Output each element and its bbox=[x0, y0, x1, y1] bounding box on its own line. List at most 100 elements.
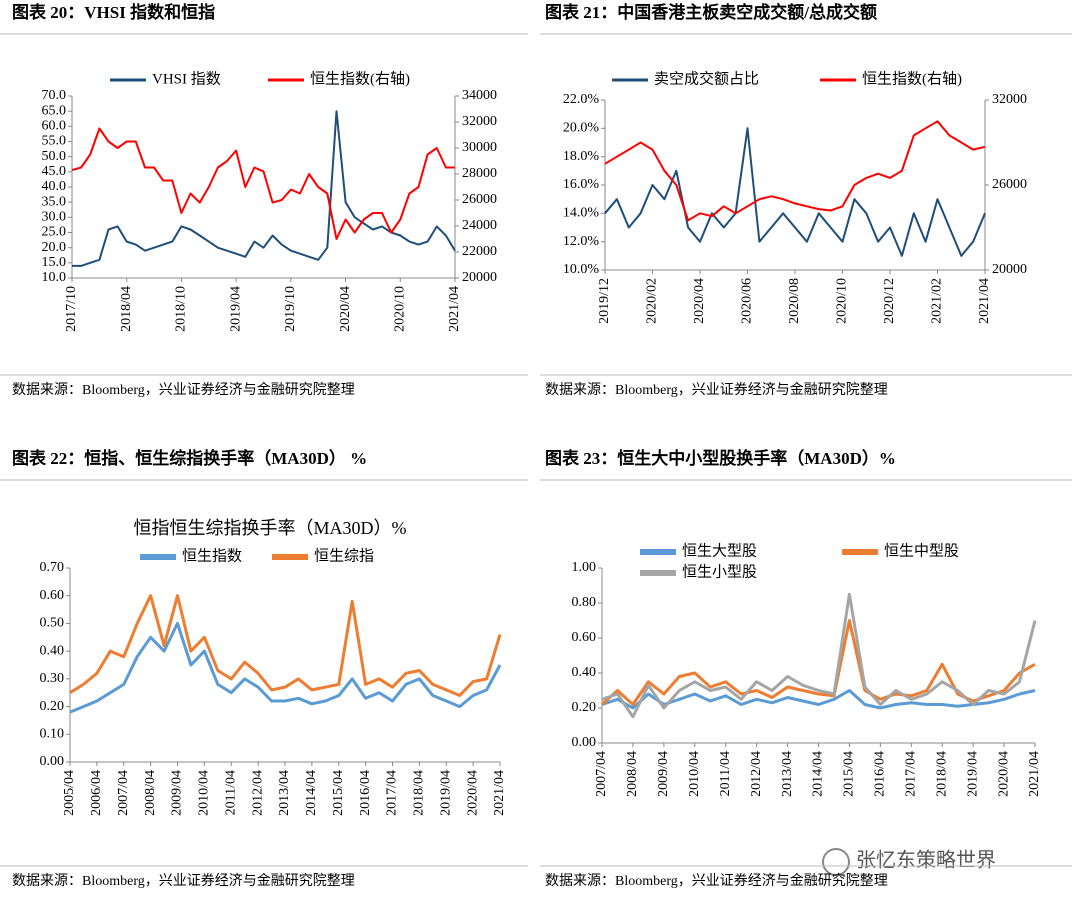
y2-tick-label: 22000 bbox=[462, 244, 497, 259]
x-tick-label: 2014/04 bbox=[811, 751, 826, 797]
y-tick-label: 70.0 bbox=[42, 88, 67, 103]
watermark-text: 张忆东策略世界 bbox=[856, 849, 996, 872]
x-tick-label: 2019/10 bbox=[283, 286, 298, 332]
y-tick-label: 18.0% bbox=[563, 149, 600, 164]
y-tick-label: 0.60 bbox=[572, 630, 597, 645]
legend-label: VHSI 指数 bbox=[152, 70, 221, 87]
legend-label: 恒生小型股 bbox=[682, 563, 757, 580]
x-tick-label: 2021/04 bbox=[1027, 751, 1042, 797]
x-tick-label: 2017/04 bbox=[904, 751, 919, 797]
y-tick-label: 40.0 bbox=[42, 179, 67, 194]
x-tick-label: 2018/10 bbox=[174, 286, 189, 332]
x-tick-label: 2017/04 bbox=[385, 770, 400, 816]
y2-tick-label: 26000 bbox=[462, 192, 497, 207]
legend-label: 恒生指数 bbox=[182, 547, 242, 564]
y-tick-label: 0.20 bbox=[40, 699, 65, 714]
series-line bbox=[69, 594, 502, 697]
source: 数据来源：Bloomberg，兴业证券经济与金融研究院整理 bbox=[545, 382, 888, 398]
x-tick-label: 2007/04 bbox=[594, 751, 609, 797]
legend-label: 恒生中型股 bbox=[884, 542, 959, 559]
source: 数据来源：Bloomberg，兴业证券经济与金融研究院整理 bbox=[12, 382, 355, 398]
x-tick-label: 2012/04 bbox=[749, 751, 764, 797]
y-tick-label: 10.0% bbox=[563, 262, 600, 277]
y-tick-label: 20.0% bbox=[563, 121, 600, 136]
y-tick-label: 0.10 bbox=[40, 727, 65, 742]
y-tick-label: 0.20 bbox=[572, 700, 597, 715]
x-tick-label: 2018/04 bbox=[934, 751, 949, 797]
x-tick-label: 2015/04 bbox=[331, 770, 346, 816]
subtitle: 恒指恒生综指换手率（MA30D）% bbox=[134, 518, 407, 538]
x-tick-label: 2013/04 bbox=[780, 751, 795, 797]
source: 数据来源：Bloomberg，兴业证券经济与金融研究院整理 bbox=[12, 873, 355, 889]
x-tick-label: 2008/04 bbox=[625, 751, 640, 797]
x-tick-label: 2020/10 bbox=[835, 278, 850, 324]
x-tick-label: 2019/12 bbox=[597, 278, 612, 324]
y-tick-label: 60.0 bbox=[42, 119, 67, 134]
x-tick-label: 2020/10 bbox=[393, 286, 408, 332]
y-tick-label: 0.60 bbox=[40, 588, 65, 603]
y2-tick-label: 20000 bbox=[992, 262, 1027, 277]
y-tick-label: 0.70 bbox=[40, 560, 65, 575]
y-tick-label: 16.0% bbox=[563, 177, 600, 192]
x-tick-label: 2020/04 bbox=[338, 286, 353, 332]
y2-tick-label: 32000 bbox=[462, 114, 497, 129]
y-tick-label: 35.0 bbox=[42, 194, 67, 209]
legend-label: 卖空成交额占比 bbox=[654, 69, 759, 87]
y-tick-label: 0.40 bbox=[40, 643, 65, 658]
series-line bbox=[69, 621, 502, 714]
x-tick-label: 2020/02 bbox=[645, 278, 660, 324]
x-tick-label: 2018/04 bbox=[119, 286, 134, 332]
x-tick-label: 2010/04 bbox=[687, 751, 702, 797]
y2-tick-label: 24000 bbox=[462, 218, 497, 233]
y-tick-label: 25.0 bbox=[42, 225, 67, 240]
y-tick-label: 0.30 bbox=[40, 671, 65, 686]
source: 数据来源：Bloomberg，兴业证券经济与金融研究院整理 bbox=[545, 873, 888, 889]
y-tick-label: 0.80 bbox=[572, 595, 597, 610]
y-tick-label: 0.40 bbox=[572, 665, 597, 680]
y-tick-label: 30.0 bbox=[42, 210, 67, 225]
x-tick-label: 2021/02 bbox=[930, 278, 945, 324]
x-tick-label: 2019/04 bbox=[228, 286, 243, 332]
x-tick-label: 2006/04 bbox=[89, 770, 104, 816]
x-tick-label: 2010/04 bbox=[197, 770, 212, 816]
series-line bbox=[604, 120, 986, 222]
y-tick-label: 0.00 bbox=[572, 735, 597, 750]
series-line bbox=[71, 127, 455, 240]
x-tick-label: 2017/10 bbox=[64, 286, 79, 332]
y2-tick-label: 28000 bbox=[462, 166, 497, 181]
x-tick-label: 2020/04 bbox=[465, 770, 480, 816]
y-tick-label: 20.0 bbox=[42, 240, 67, 255]
x-tick-label: 2015/04 bbox=[842, 751, 857, 797]
legend-label: 恒生指数(右轴) bbox=[862, 70, 962, 87]
x-tick-label: 2011/04 bbox=[223, 770, 238, 815]
x-tick-label: 2014/04 bbox=[304, 770, 319, 816]
y-tick-label: 12.0% bbox=[563, 234, 600, 249]
x-tick-label: 2019/04 bbox=[965, 751, 980, 797]
series-line bbox=[72, 110, 456, 267]
legend-label: 恒生指数(右轴) bbox=[310, 70, 410, 87]
x-tick-label: 2021/04 bbox=[492, 770, 507, 816]
y-tick-label: 65.0 bbox=[42, 103, 67, 118]
y-tick-label: 14.0% bbox=[563, 206, 600, 221]
y2-tick-label: 26000 bbox=[992, 177, 1027, 192]
series-line bbox=[601, 689, 1036, 710]
x-tick-label: 2020/04 bbox=[692, 278, 707, 324]
x-tick-label: 2016/04 bbox=[358, 770, 373, 816]
y2-tick-label: 20000 bbox=[462, 270, 497, 285]
x-tick-label: 2009/04 bbox=[170, 770, 185, 816]
series-line bbox=[601, 592, 1037, 719]
watermark-icon bbox=[822, 848, 850, 876]
x-tick-label: 2009/04 bbox=[656, 751, 671, 797]
y2-tick-label: 34000 bbox=[462, 88, 497, 103]
x-tick-label: 2016/04 bbox=[873, 751, 888, 797]
y-tick-label: 50.0 bbox=[42, 149, 67, 164]
y-tick-label: 55.0 bbox=[42, 134, 67, 149]
x-tick-label: 2007/04 bbox=[116, 770, 131, 816]
y-tick-label: 45.0 bbox=[42, 164, 67, 179]
chart-title: 图表 21：中国香港主板卖空成交额/总成交额 bbox=[545, 2, 877, 22]
x-tick-label: 2018/04 bbox=[412, 770, 427, 816]
chart-title: 图表 22：恒指、恒生综指换手率（MA30D） % bbox=[12, 448, 367, 468]
x-tick-label: 2020/04 bbox=[996, 751, 1011, 797]
y2-tick-label: 32000 bbox=[992, 92, 1027, 107]
